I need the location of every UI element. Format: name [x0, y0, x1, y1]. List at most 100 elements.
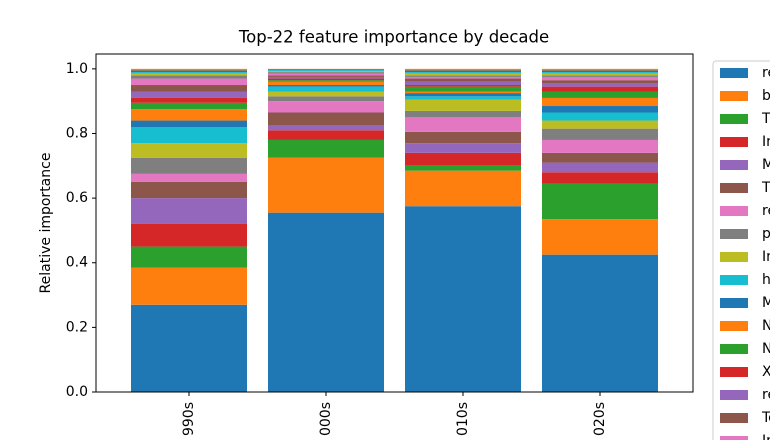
- legend-swatch: [720, 114, 748, 124]
- legend-label: h: [762, 272, 770, 288]
- x-tick-label: 010s: [455, 402, 471, 436]
- bar-segment: [405, 76, 521, 79]
- legend-label: re: [762, 65, 770, 81]
- y-axis-label: Relative importance: [38, 153, 54, 294]
- bar-segment: [268, 68, 384, 70]
- bar-segment: [268, 96, 384, 102]
- bar-segment: [405, 99, 521, 111]
- legend-label: N: [762, 341, 770, 357]
- bar-segment: [542, 72, 658, 74]
- bar-segment: [542, 120, 658, 129]
- bar-segment: [268, 70, 384, 72]
- legend-swatch: [720, 206, 748, 216]
- y-tick-label: 0.6: [66, 190, 88, 206]
- bar-segment: [542, 162, 658, 173]
- bar-segment: [405, 131, 521, 144]
- bar-segment: [131, 109, 247, 121]
- bar-segment: [542, 76, 658, 81]
- bar-segment: [405, 68, 521, 71]
- x-tick-label: 000s: [318, 402, 334, 436]
- legend-swatch: [720, 91, 748, 101]
- bar-segment: [542, 73, 658, 76]
- bar-segment: [131, 70, 247, 73]
- bar-segment: [131, 91, 247, 98]
- legend-swatch: [720, 229, 748, 239]
- bar-segment: [131, 143, 247, 158]
- legend-label: In: [762, 433, 770, 440]
- y-tick-label: 0.4: [66, 255, 88, 271]
- legend-swatch: [720, 183, 748, 193]
- bar-segment: [131, 75, 247, 79]
- bar-segment: [131, 173, 247, 182]
- bar-segment: [542, 75, 658, 77]
- legend-swatch: [720, 413, 748, 423]
- legend-swatch: [720, 298, 748, 308]
- bar-segment: [131, 68, 247, 71]
- bar-segment: [268, 212, 384, 392]
- bar-segment: [268, 75, 384, 77]
- bar-segment: [131, 223, 247, 247]
- bar-segment: [405, 72, 521, 74]
- legend-swatch: [720, 137, 748, 147]
- bar-segment: [268, 86, 384, 92]
- y-tick-label: 0.2: [66, 319, 88, 335]
- bar-segment: [405, 170, 521, 207]
- bar-segment: [131, 120, 247, 128]
- bar-segment: [268, 69, 384, 71]
- bar-segment: [405, 70, 521, 73]
- bar-segment: [131, 267, 247, 305]
- bar-segment: [542, 183, 658, 220]
- bar-segment: [268, 112, 384, 126]
- legend-label: re: [762, 203, 770, 219]
- bar-segment: [131, 304, 247, 392]
- legend-swatch: [720, 68, 748, 78]
- legend-label: In: [762, 134, 770, 150]
- legend-label: Ti: [761, 111, 770, 127]
- bar-segment: [268, 130, 384, 140]
- bar-segment: [131, 127, 247, 144]
- bar-segment: [405, 143, 521, 153]
- bar-segment: [268, 80, 384, 82]
- bar-segment: [268, 78, 384, 81]
- bar-segment: [131, 157, 247, 174]
- legend-label: N: [762, 318, 770, 334]
- legend-label: b: [762, 88, 770, 104]
- legend-swatch: [720, 436, 748, 440]
- bar-segment: [542, 70, 658, 73]
- y-tick-label: 1.0: [66, 61, 88, 77]
- y-tick-label: 0.0: [66, 384, 88, 400]
- bar-segment: [131, 85, 247, 92]
- bar-segment: [405, 78, 521, 82]
- legend-label: p: [762, 226, 770, 242]
- bar-segment: [268, 71, 384, 73]
- bar-segment: [131, 198, 247, 224]
- y-tick-label: 0.8: [66, 125, 88, 141]
- bar-segment: [542, 172, 658, 184]
- bar-segment: [542, 68, 658, 71]
- bar-segment: [405, 81, 521, 86]
- bar-segment: [131, 73, 247, 76]
- bar-segment: [542, 80, 658, 84]
- legend-label: Ti: [761, 180, 770, 196]
- bar-segment: [405, 75, 521, 77]
- bar-segment: [542, 86, 658, 92]
- legend-swatch: [720, 390, 748, 400]
- bar-segment: [405, 96, 521, 100]
- x-tick-label: 020s: [592, 402, 608, 436]
- bar-segment: [405, 117, 521, 132]
- bar-segment: [268, 91, 384, 97]
- bar-segment: [542, 152, 658, 163]
- bar-segment: [542, 219, 658, 255]
- bar-segment: [131, 97, 247, 103]
- bar-segment: [542, 97, 658, 107]
- legend-swatch: [720, 321, 748, 331]
- bar-segment: [268, 157, 384, 213]
- legend-label: Te: [761, 410, 770, 426]
- bar-segment: [268, 139, 384, 158]
- bar-segment: [268, 73, 384, 76]
- bar-segment: [405, 93, 521, 97]
- bar-segment: [268, 85, 384, 87]
- legend-label: M: [762, 157, 770, 173]
- legend-label: M: [762, 295, 770, 311]
